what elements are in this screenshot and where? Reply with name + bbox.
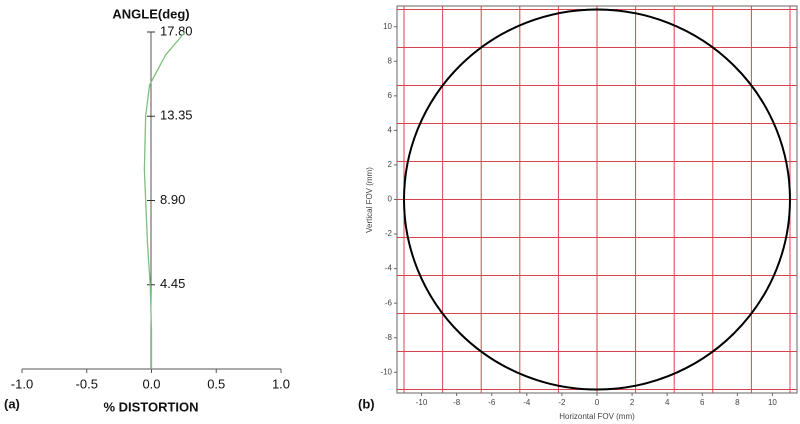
- x-tick-label: 0: [595, 398, 600, 407]
- x-tick-label: 8: [735, 398, 740, 407]
- y-tick-label: -6: [385, 298, 393, 307]
- y-tick-label: 8.90: [160, 192, 185, 207]
- x-tick-label: 4: [665, 398, 670, 407]
- y-tick-label: -2: [385, 229, 393, 238]
- chart-title: ANGLE(deg): [112, 6, 189, 21]
- y-tick-label: 6: [388, 91, 393, 100]
- x-tick-label: 10: [768, 398, 777, 407]
- x-tick-label: -10: [416, 398, 428, 407]
- y-tick-label: -10: [380, 367, 392, 376]
- x-axis-label: Horizontal FOV (mm): [559, 412, 635, 421]
- y-tick-label: 4.45: [160, 276, 185, 291]
- x-tick-label: -4: [523, 398, 531, 407]
- fov-circle: [403, 8, 791, 391]
- y-tick-label: 10: [383, 22, 392, 31]
- y-tick-label: 17.80: [160, 23, 193, 38]
- x-tick-label: 2: [630, 398, 635, 407]
- panel-label: (b): [358, 396, 375, 411]
- panel-label: (a): [4, 396, 20, 411]
- y-tick-label: -4: [385, 264, 393, 273]
- y-tick-label: 4: [388, 126, 393, 135]
- x-tick-label: -1.0: [11, 376, 33, 391]
- y-tick-label: 8: [388, 56, 393, 65]
- y-tick-label: 0: [388, 195, 393, 204]
- y-tick-label: 13.35: [160, 108, 193, 123]
- x-tick-label: -8: [453, 398, 461, 407]
- x-tick-label: 0.5: [207, 376, 225, 391]
- distortion-curve: [143, 31, 186, 369]
- y-tick-label: -8: [385, 333, 393, 342]
- x-tick-label: 0.0: [142, 376, 160, 391]
- y-axis-label: Vertical FOV (mm): [365, 167, 374, 233]
- x-tick-label: 1.0: [272, 376, 290, 391]
- x-tick-label: 6: [700, 398, 705, 407]
- x-tick-label: -6: [488, 398, 496, 407]
- x-axis-label: % DISTORTION: [103, 399, 198, 414]
- y-tick-label: 2: [388, 160, 393, 169]
- x-tick-label: -0.5: [76, 376, 98, 391]
- x-tick-label: -2: [558, 398, 566, 407]
